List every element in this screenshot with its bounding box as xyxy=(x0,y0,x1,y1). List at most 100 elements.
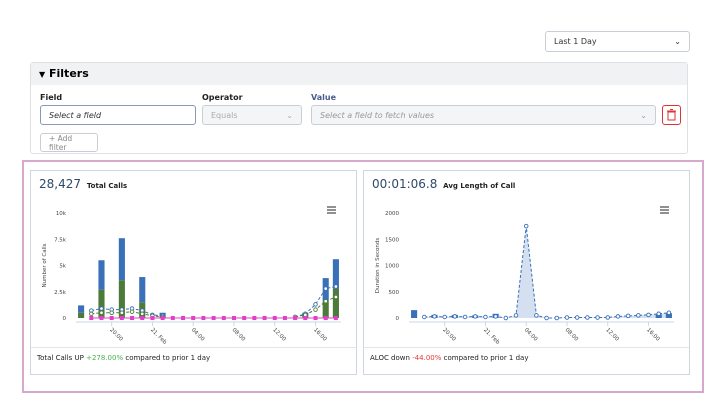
marker xyxy=(483,314,488,320)
marker xyxy=(333,294,339,300)
marker xyxy=(666,310,672,315)
x-tick-label: 20:00 xyxy=(441,327,457,343)
area xyxy=(424,226,669,318)
marker xyxy=(564,315,570,320)
marker xyxy=(323,286,328,291)
marker xyxy=(99,310,104,315)
marker xyxy=(242,316,247,320)
x-tick-label: 21. Feb xyxy=(149,327,168,346)
marker xyxy=(625,313,631,319)
x-tick-label: 12:00 xyxy=(271,327,287,343)
y-tick-label: 5k xyxy=(59,264,66,270)
marker xyxy=(119,316,124,320)
headline: 28,427 Total Calls xyxy=(39,177,127,191)
delete-button[interactable] xyxy=(662,105,681,125)
headline-value: 00:01:06.8 xyxy=(372,177,438,191)
value-label: Value xyxy=(311,93,337,102)
x-tick-label: 16:00 xyxy=(312,327,328,343)
bar xyxy=(98,289,105,318)
marker xyxy=(89,311,94,317)
chart-card: 00:01:06.8 Avg Length of Call Duration i… xyxy=(363,170,690,375)
marker xyxy=(282,316,287,320)
marker xyxy=(574,315,580,320)
marker xyxy=(99,306,104,311)
chevron: ⌄ xyxy=(640,110,647,120)
marker xyxy=(109,310,114,315)
marker xyxy=(303,316,308,320)
marker xyxy=(313,302,318,307)
marker xyxy=(605,315,610,320)
bar xyxy=(665,313,672,318)
marker xyxy=(211,316,216,320)
field-label: Field xyxy=(40,93,63,102)
marker xyxy=(130,316,135,320)
marker xyxy=(432,314,437,319)
time-range-select[interactable]: Last 1 Day ⌄ xyxy=(545,31,690,52)
marker xyxy=(513,313,519,318)
x-tick-label: 12:00 xyxy=(604,327,620,343)
marker xyxy=(272,316,277,320)
add-filter-button[interactable]: + Add filter xyxy=(40,133,98,152)
marker xyxy=(160,316,165,320)
footer-change: +278.00% xyxy=(86,354,124,362)
y-axis-title: Number of Calls xyxy=(42,243,48,287)
footer: ALOC down -44.00% compared to prior 1 da… xyxy=(364,347,689,368)
y-tick-label: 10k xyxy=(56,211,67,217)
marker xyxy=(422,314,427,320)
line xyxy=(294,286,337,318)
y-tick-label: 1500 xyxy=(385,237,399,243)
filters-panel: ▼ Filters Field Select a field Operator … xyxy=(30,62,688,154)
bar xyxy=(139,277,146,303)
marker xyxy=(150,316,155,320)
y-axis-title: Duration in Seconds xyxy=(375,238,381,294)
y-tick-label: 2000 xyxy=(385,211,399,217)
y-tick-label: 500 xyxy=(389,290,400,296)
y-tick-label: 1000 xyxy=(385,264,399,270)
marker xyxy=(544,315,549,321)
marker xyxy=(333,316,338,320)
marker xyxy=(595,315,600,320)
marker xyxy=(646,312,651,318)
marker xyxy=(493,314,498,319)
marker xyxy=(252,316,257,320)
marker xyxy=(262,316,267,320)
headline-label: Total Calls xyxy=(86,182,128,190)
footer-prefix: ALOC down xyxy=(370,354,410,362)
filters-title: Filters xyxy=(49,67,89,80)
trash-icon xyxy=(667,109,676,121)
chart: Duration in Seconds 0 500 1000 1500 2000 20:00… xyxy=(375,206,674,346)
bar xyxy=(332,288,339,318)
field-input[interactable]: Select a field xyxy=(40,105,196,125)
headline-label: Avg Length of Call xyxy=(443,182,516,190)
x-tick-label: 08:00 xyxy=(231,327,247,343)
add-filter-text: + Add filter xyxy=(49,133,73,152)
marker xyxy=(99,316,104,320)
chart: Number of Calls 0 2.5k 5k 7.5k 10k 20:00 21. Fe… xyxy=(42,206,341,346)
marker xyxy=(119,310,125,315)
marker xyxy=(442,314,447,320)
charts-region xyxy=(22,160,704,393)
marker xyxy=(191,316,196,320)
marker xyxy=(170,316,175,320)
marker xyxy=(129,309,135,314)
value-placeholder: Select a field to fetch values xyxy=(320,110,435,120)
footer: Total Calls UP +278.00% compared to prio… xyxy=(31,347,356,368)
marker xyxy=(323,298,328,304)
value-select[interactable]: Select a field to fetch values ⌄ xyxy=(311,105,656,125)
marker xyxy=(109,316,114,320)
x-tick-label: 04:00 xyxy=(523,327,539,343)
bar xyxy=(332,259,339,289)
marker xyxy=(313,307,318,312)
line xyxy=(424,226,669,319)
filters-header[interactable]: ▼ Filters xyxy=(31,63,687,85)
marker xyxy=(323,316,328,320)
footer-change: -44.00% xyxy=(412,354,442,362)
marker xyxy=(201,316,206,320)
operator-select[interactable]: Equals ⌄ xyxy=(202,105,302,125)
marker xyxy=(585,315,590,320)
marker xyxy=(221,316,226,320)
marker xyxy=(333,284,339,289)
marker xyxy=(472,314,478,319)
chevron: ⌄ xyxy=(286,110,293,120)
operator-label: Operator xyxy=(202,93,243,102)
